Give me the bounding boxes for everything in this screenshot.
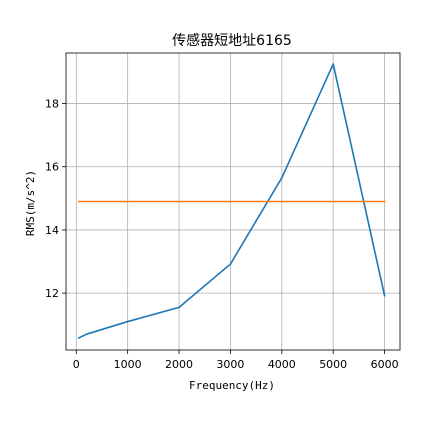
x-tick-label: 6000 <box>371 358 399 371</box>
data-point <box>383 200 386 203</box>
y-tick-label: 12 <box>45 287 59 300</box>
series-layer <box>77 63 386 340</box>
data-point <box>178 306 180 309</box>
plot-frame <box>65 52 401 351</box>
y-tick-label: 16 <box>45 161 59 174</box>
data-point <box>78 200 80 203</box>
x-tick-label: 5000 <box>319 358 347 371</box>
x-tick-label: 1000 <box>114 358 142 371</box>
chart-title: 传感器短地址6165 <box>172 32 292 49</box>
y-tick-label: 18 <box>45 98 59 111</box>
data-point <box>85 333 88 336</box>
ticks: 0 1000 2000 3000 4000 5000 6000 12 14 16 18 <box>45 98 399 371</box>
x-tick-label: 4000 <box>268 358 296 371</box>
x-tick-label: 2000 <box>165 358 193 371</box>
data-point <box>332 63 335 65</box>
y-tick-label: 14 <box>45 224 59 237</box>
data-point <box>281 177 283 179</box>
data-point <box>229 263 232 265</box>
data-point <box>126 320 129 323</box>
y-axis-label: RMS(m/s^2) <box>24 170 37 236</box>
x-tick-label: 0 <box>73 358 80 371</box>
x-tick-label: 3000 <box>216 358 244 371</box>
data-point <box>383 294 386 297</box>
data-point <box>78 337 80 339</box>
series-line-1 <box>77 63 386 340</box>
x-axis-label: Frequency(Hz) <box>189 379 275 392</box>
